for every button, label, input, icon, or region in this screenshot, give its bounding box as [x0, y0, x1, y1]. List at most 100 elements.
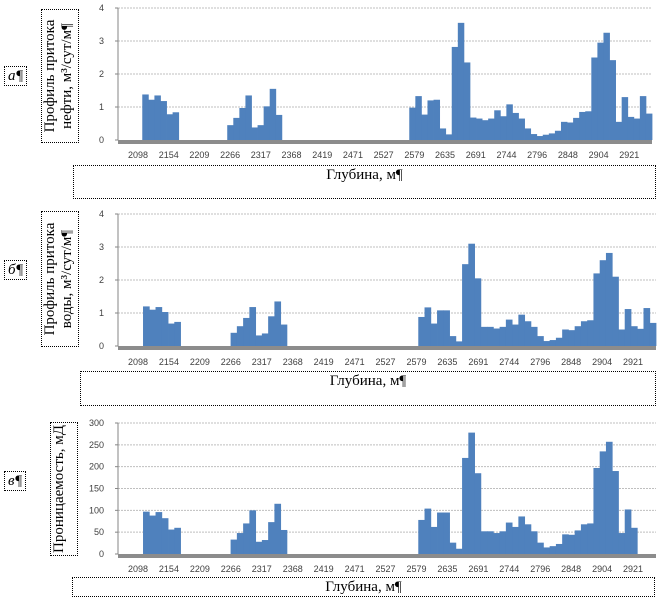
x-tick-label: 2904: [592, 564, 612, 574]
bar: [524, 524, 532, 554]
bar: [418, 519, 425, 554]
x-tick-label: 2527: [376, 357, 396, 367]
bar: [649, 322, 657, 346]
bar: [421, 114, 428, 140]
bar: [560, 121, 568, 140]
bar: [512, 324, 519, 346]
bar: [154, 95, 161, 140]
bar: [424, 508, 432, 554]
bar: [160, 101, 167, 140]
bar: [455, 548, 463, 554]
bar: [249, 510, 257, 554]
y-axis-label-water: Профиль притока воды, м³/сут/м¶: [41, 211, 79, 347]
x-tick-label: 2848: [558, 150, 578, 160]
bar: [409, 107, 416, 140]
bar: [587, 320, 594, 346]
x-tick-label: 2635: [437, 564, 457, 574]
bar: [437, 512, 444, 554]
oil-inflow-chart: 0 1 2 3 4 2098 2154 2209 2266 2317 2368 2419 2471 252…: [99, 3, 653, 160]
x-tick-label: 2635: [435, 150, 455, 160]
bar: [512, 112, 519, 140]
bar: [236, 533, 244, 554]
bar: [543, 547, 551, 554]
bar: [449, 542, 457, 554]
bar: [230, 332, 238, 346]
bar: [161, 518, 169, 554]
x-tick-label: 2317: [252, 357, 272, 367]
bar: [143, 306, 150, 346]
x-tick-label: 2796: [530, 357, 550, 367]
bar: [418, 316, 425, 346]
bar: [603, 32, 610, 140]
bar: [618, 329, 626, 346]
bar: [574, 326, 582, 346]
y-tick-label: 0: [99, 341, 104, 351]
bar: [430, 323, 438, 346]
bar: [643, 308, 651, 346]
bar: [255, 541, 263, 554]
x-tick-label: 2471: [345, 564, 365, 574]
x-tick-label: 2154: [159, 150, 179, 160]
y-tick-label: 300: [89, 418, 104, 428]
bar: [269, 88, 277, 140]
bar: [239, 107, 246, 140]
bar: [505, 319, 513, 346]
bar: [443, 310, 450, 346]
bar: [455, 341, 463, 346]
y-tick-label: 1: [99, 308, 104, 318]
bar: [518, 314, 526, 346]
panel-b-text: б¶: [8, 262, 24, 278]
bar: [268, 316, 275, 346]
bar: [437, 310, 444, 346]
x-tick-label: 2904: [592, 357, 612, 367]
y-tick-label: 200: [89, 462, 104, 472]
bar: [249, 307, 257, 346]
bar: [530, 134, 538, 140]
bar: [487, 531, 494, 554]
bar: [457, 22, 465, 141]
x-tick-label: 2154: [159, 357, 179, 367]
bar: [174, 321, 181, 346]
bar: [593, 273, 601, 346]
y-tick-label: 150: [89, 484, 104, 494]
bar: [469, 117, 477, 140]
bar: [280, 529, 288, 554]
x-tick-label: 2368: [282, 150, 302, 160]
bar: [482, 120, 489, 140]
bar: [268, 522, 275, 554]
y-tick-label: 1: [99, 102, 104, 112]
x-tick-label: 2098: [128, 357, 148, 367]
bar: [462, 457, 469, 554]
bar: [443, 512, 450, 554]
bar: [612, 471, 619, 554]
y-tick-label: 4: [99, 3, 104, 13]
bar: [149, 515, 156, 554]
bar: [524, 321, 532, 346]
bar: [548, 133, 556, 140]
y-tick-label: 50: [94, 527, 104, 537]
x-axis-label-a: Глубина, м¶: [326, 167, 403, 183]
y-tick-label: 100: [89, 505, 104, 515]
bar: [627, 116, 635, 140]
x-tick-label: 2848: [561, 357, 581, 367]
x-tick-label: 2266: [221, 357, 241, 367]
bar: [618, 533, 626, 554]
x-axis-line: [118, 140, 652, 144]
bar: [280, 324, 288, 346]
bar: [591, 57, 598, 140]
panel-label-c: в¶: [4, 471, 27, 491]
bar: [263, 106, 271, 140]
bar: [243, 317, 250, 346]
bar: [605, 252, 613, 346]
x-tick-label: 2921: [623, 357, 643, 367]
bar: [580, 321, 588, 346]
x-axis-label-b: Глубина, м¶: [329, 373, 407, 389]
water-inflow-chart: 0 1 2 3 4 2098 2154 2209 2266 2317 2368 2419 2471 252…: [99, 209, 657, 367]
bar: [597, 42, 604, 140]
x-tick-label: 2419: [314, 564, 334, 574]
bar: [230, 539, 238, 554]
bar: [251, 127, 258, 140]
x-tick-label: 2368: [283, 357, 303, 367]
bar: [555, 543, 563, 554]
bar: [630, 527, 638, 554]
